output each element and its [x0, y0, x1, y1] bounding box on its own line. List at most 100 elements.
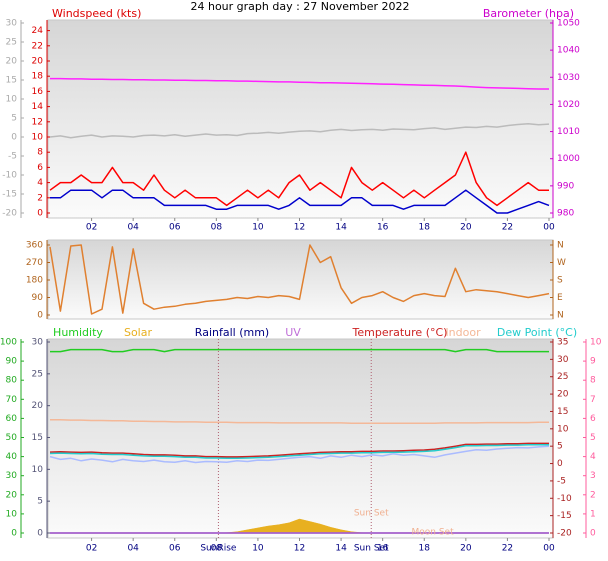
y-tick-label: 5: [557, 442, 563, 452]
y-tick-label: 5: [11, 114, 17, 124]
y-tick-label: 12: [32, 117, 43, 127]
y-tick-label: 8: [37, 148, 43, 158]
series-line: [49, 445, 550, 464]
legend-label: Rainfall (mm): [195, 326, 269, 339]
x-tick-label: 04: [127, 223, 139, 233]
y-tick-label: 1: [590, 509, 596, 519]
y-tick-label: 1020: [557, 100, 580, 110]
series-line: [50, 77, 549, 90]
y-tick-label: -20: [557, 529, 572, 539]
y-tick-label: 4: [37, 178, 43, 188]
y-tick-label: 1040: [557, 46, 580, 56]
y-tick-label: 30: [6, 19, 18, 29]
x-tick-label: 22: [502, 223, 513, 233]
x-tick-label: 06: [169, 223, 181, 233]
x-tick-label: 02: [86, 544, 97, 554]
y-tick-label: 80: [6, 376, 18, 386]
x-tick-label: 00: [543, 223, 555, 233]
y-tick-label: 30: [32, 338, 44, 348]
plot-area: [47, 19, 554, 219]
annotation: Moon Set: [412, 528, 455, 538]
y-tick-label: -15: [557, 511, 572, 521]
y-tick-label: 24: [32, 26, 44, 36]
y-tick-label: 15: [6, 76, 17, 86]
y-tick-label: 360: [26, 241, 43, 251]
series-line: [49, 444, 549, 460]
y-tick-label: 70: [6, 395, 18, 405]
y-tick-label: 10: [32, 465, 44, 475]
y-tick-label: 25: [6, 38, 17, 48]
y-tick-label: N: [557, 241, 564, 251]
y-tick-label: 90: [6, 357, 18, 367]
y-tick-label: 20: [6, 57, 18, 67]
series-line: [50, 189, 550, 214]
legend-label: UV: [285, 326, 301, 339]
y-tick-label: 50: [6, 433, 18, 443]
y-tick-label: 10: [32, 133, 44, 143]
y-tick-label: 5: [37, 497, 43, 507]
y-tick-label: 10: [557, 424, 569, 434]
y-tick-label: 90: [32, 293, 44, 303]
series-line: [50, 348, 549, 353]
y-tick-label: 16: [32, 87, 44, 97]
legend-label: Humidity: [53, 326, 103, 339]
x-tick-label: 14: [335, 223, 347, 233]
y-tick-label: 20: [32, 401, 44, 411]
y-tick-label: W: [557, 258, 566, 268]
y-tick-label: E: [557, 293, 563, 303]
x-tick-label: 22: [502, 544, 513, 554]
x-tick-label: 18: [419, 544, 431, 554]
y-tick-label: 60: [6, 414, 18, 424]
y-tick-label: 8: [590, 376, 596, 386]
y-tick-label: 25: [557, 372, 568, 382]
y-tick-label: 2: [37, 193, 43, 203]
y-tick-label: 10: [6, 95, 18, 105]
y-tick-label: 25: [32, 369, 43, 379]
y-tick-label: N: [557, 311, 564, 321]
x-tick-label: 16: [377, 223, 389, 233]
x-tick-label: 00: [543, 544, 555, 554]
legend-label: Solar: [124, 326, 153, 339]
plot-area: [47, 338, 554, 539]
x-tick-label: 04: [127, 544, 139, 554]
legend-label: Temperature (°C): [352, 326, 448, 339]
y-tick-label: 20: [6, 490, 18, 500]
y-tick-label: 35: [557, 338, 568, 348]
axis-label: Barometer (hpa): [483, 7, 574, 20]
y-tick-label: 0: [590, 529, 596, 539]
x-tick-label: 10: [252, 544, 264, 554]
legend-label: Indoor: [445, 326, 481, 339]
y-tick-label: 270: [26, 258, 43, 268]
y-tick-label: 100: [0, 338, 17, 348]
series-line: [50, 419, 549, 425]
y-tick-label: 15: [32, 433, 43, 443]
x-tick-label: 12: [294, 544, 305, 554]
y-tick-label: 30: [557, 355, 569, 365]
series-line: [49, 442, 549, 458]
x-tick-label: 02: [86, 223, 97, 233]
y-tick-label: -5: [8, 152, 17, 162]
y-tick-label: 18: [32, 72, 44, 82]
y-tick-label: -5: [557, 476, 566, 486]
y-tick-label: 20: [32, 57, 44, 67]
y-tick-label: 1030: [557, 73, 580, 83]
y-tick-label: 15: [557, 407, 568, 417]
y-tick-label: 180: [26, 276, 43, 286]
y-tick-label: S: [557, 276, 563, 286]
y-tick-label: -10: [2, 171, 17, 181]
y-tick-label: 14: [32, 102, 44, 112]
y-tick-label: 10: [6, 509, 18, 519]
x-tick-label: 20: [460, 544, 472, 554]
x-tick-label: 08: [211, 223, 223, 233]
y-tick-label: 1000: [557, 154, 580, 164]
x-tick-label: 16: [377, 544, 389, 554]
y-tick-label: 1050: [557, 19, 580, 29]
legend-label: Dew Point (°C): [497, 326, 577, 339]
annotation: Sun Set: [354, 509, 389, 519]
series-line: [49, 122, 550, 139]
y-tick-label: 9: [590, 357, 596, 367]
x-tick-label: 06: [169, 544, 181, 554]
y-tick-label: 40: [6, 452, 18, 462]
series-line: [49, 151, 549, 207]
